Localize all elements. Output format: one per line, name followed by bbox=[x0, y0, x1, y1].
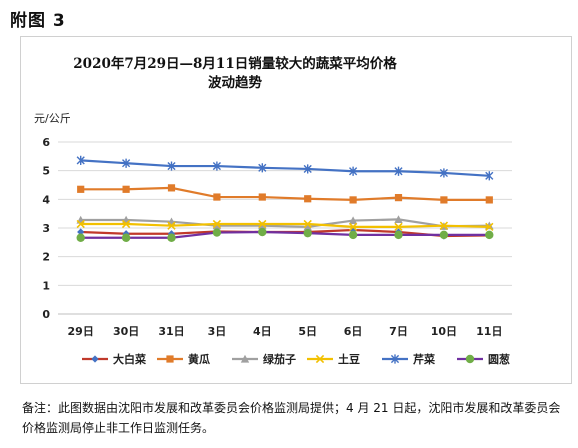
data-point bbox=[439, 168, 448, 178]
data-point bbox=[303, 228, 312, 238]
x-tick-label: 10日 bbox=[431, 325, 457, 338]
legend-label: 圆葱 bbox=[488, 352, 510, 366]
data-point bbox=[167, 221, 176, 230]
data-point bbox=[121, 219, 131, 229]
data-point bbox=[76, 155, 85, 165]
data-point bbox=[394, 222, 403, 232]
data-point bbox=[439, 230, 449, 240]
data-point bbox=[167, 161, 176, 171]
legend-label: 芹菜 bbox=[413, 352, 436, 366]
data-point bbox=[394, 215, 403, 223]
legend-marker bbox=[91, 355, 99, 363]
y-tick-label: 0 bbox=[42, 308, 50, 321]
y-tick-label: 5 bbox=[42, 165, 50, 178]
data-point bbox=[485, 196, 493, 204]
legend-label: 土豆 bbox=[338, 352, 360, 366]
series-line bbox=[80, 186, 490, 202]
data-point bbox=[258, 227, 267, 237]
x-tick-label: 30日 bbox=[113, 325, 139, 338]
legend-marker bbox=[315, 354, 325, 364]
data-point bbox=[213, 193, 221, 201]
data-point bbox=[76, 233, 85, 242]
data-point bbox=[440, 196, 448, 204]
data-point bbox=[485, 171, 494, 181]
data-point bbox=[485, 230, 494, 240]
data-point bbox=[348, 230, 358, 240]
data-point bbox=[77, 185, 85, 193]
y-tick-label: 1 bbox=[42, 279, 50, 292]
data-point bbox=[258, 219, 267, 229]
data-point bbox=[348, 222, 358, 232]
x-tick-label: 11日 bbox=[476, 325, 502, 338]
series-line bbox=[80, 222, 490, 228]
data-point bbox=[167, 233, 176, 242]
legend-label: 绿茄子 bbox=[263, 352, 296, 366]
series-line bbox=[80, 218, 490, 228]
legend-label: 黄瓜 bbox=[188, 352, 210, 366]
data-point bbox=[212, 161, 221, 171]
chart-subtitle: 波动趋势 bbox=[208, 75, 262, 91]
data-point bbox=[394, 166, 403, 176]
data-point bbox=[122, 185, 130, 193]
x-tick-label: 4日 bbox=[253, 325, 272, 338]
data-point bbox=[121, 233, 131, 242]
data-point bbox=[167, 184, 176, 192]
data-point bbox=[303, 164, 312, 174]
series-line bbox=[80, 230, 490, 239]
data-point bbox=[349, 196, 357, 204]
x-tick-label: 31日 bbox=[158, 325, 184, 338]
data-point bbox=[439, 221, 449, 230]
data-point bbox=[212, 219, 222, 229]
data-point bbox=[349, 166, 358, 176]
series-line bbox=[80, 159, 490, 177]
data-point bbox=[349, 226, 357, 234]
y-tick-label: 6 bbox=[42, 136, 50, 149]
legend-marker bbox=[166, 355, 174, 363]
data-point bbox=[303, 222, 312, 231]
data-point bbox=[122, 158, 131, 168]
data-point bbox=[348, 216, 358, 225]
data-point bbox=[212, 221, 222, 230]
legend-marker bbox=[240, 354, 250, 363]
x-tick-label: 29日 bbox=[68, 325, 94, 338]
legend-marker bbox=[390, 354, 400, 364]
data-point bbox=[77, 228, 85, 236]
data-point bbox=[212, 228, 222, 237]
data-point bbox=[258, 221, 267, 230]
chart-title: 2020年7月29日—8月11日销量较大的蔬菜平均价格 bbox=[73, 56, 397, 72]
data-point bbox=[303, 219, 312, 229]
x-tick-label: 6日 bbox=[344, 325, 363, 338]
data-point bbox=[485, 222, 494, 232]
x-tick-label: 3日 bbox=[208, 325, 227, 338]
data-point bbox=[394, 194, 403, 202]
chart-frame bbox=[20, 36, 572, 384]
figure-heading: 附图 3 bbox=[10, 11, 66, 31]
y-tick-label: 3 bbox=[42, 222, 50, 235]
data-point bbox=[394, 230, 403, 240]
x-tick-label: 5日 bbox=[298, 325, 317, 338]
y-axis-label: 元/公斤 bbox=[34, 112, 71, 125]
x-tick-label: 7日 bbox=[389, 325, 408, 338]
footnote: 备注：此图数据由沈阳市发展和改革委员会价格监测局提供；4 月 21 日起，沈阳市… bbox=[22, 401, 561, 435]
data-point bbox=[76, 219, 85, 229]
legend-marker bbox=[465, 354, 475, 364]
y-tick-label: 4 bbox=[42, 193, 50, 206]
data-point bbox=[258, 193, 266, 201]
data-point bbox=[304, 195, 312, 203]
data-point bbox=[258, 163, 267, 173]
y-tick-label: 2 bbox=[42, 251, 50, 264]
legend-label: 大白菜 bbox=[113, 352, 147, 366]
